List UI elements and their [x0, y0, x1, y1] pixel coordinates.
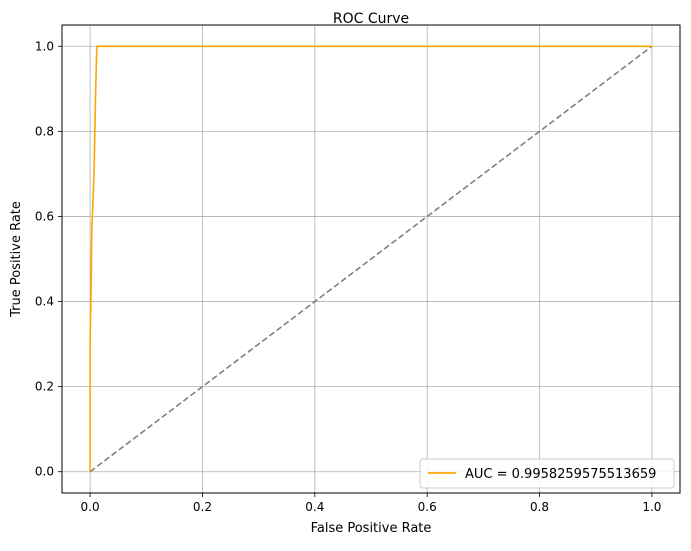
x-tick-label: 0.6 — [418, 500, 437, 514]
x-tick-label: 0.4 — [305, 500, 324, 514]
y-tick-label: 1.0 — [35, 39, 54, 53]
y-tick-label: 0.0 — [35, 465, 54, 479]
roc-curve-line — [89, 45, 652, 472]
chart-title: ROC Curve — [333, 11, 409, 27]
legend-box — [419, 458, 675, 489]
diagonal-reference-line — [89, 45, 653, 473]
plot-area-frame — [61, 24, 681, 494]
roc-curve-series — [89, 45, 652, 472]
y-tick-label: 0.8 — [35, 124, 54, 138]
y-tick-label: 0.6 — [35, 209, 54, 223]
x-axis-label: False Positive Rate — [311, 521, 432, 536]
y-axis-label: True Positive Rate — [9, 201, 24, 318]
grid-lines — [62, 25, 680, 493]
x-tick-label: 0.8 — [530, 500, 549, 514]
axis-ticks: 0.0 0.2 0.4 0.6 0.8 1.0 0.0 0.2 0.4 0.6 0.8 1.0 — [35, 39, 662, 514]
y-tick-label: 0.4 — [35, 295, 54, 309]
diagonal-reference-polyline — [89, 45, 653, 473]
x-tick-label: 0.2 — [193, 500, 212, 514]
legend-label: AUC = 0.9958259575513659 — [465, 467, 656, 482]
y-tick-label: 0.2 — [35, 380, 54, 394]
legend: AUC = 0.9958259575513659 — [419, 458, 675, 489]
x-tick-label: 1.0 — [642, 500, 661, 514]
x-tick-label: 0.0 — [81, 500, 100, 514]
